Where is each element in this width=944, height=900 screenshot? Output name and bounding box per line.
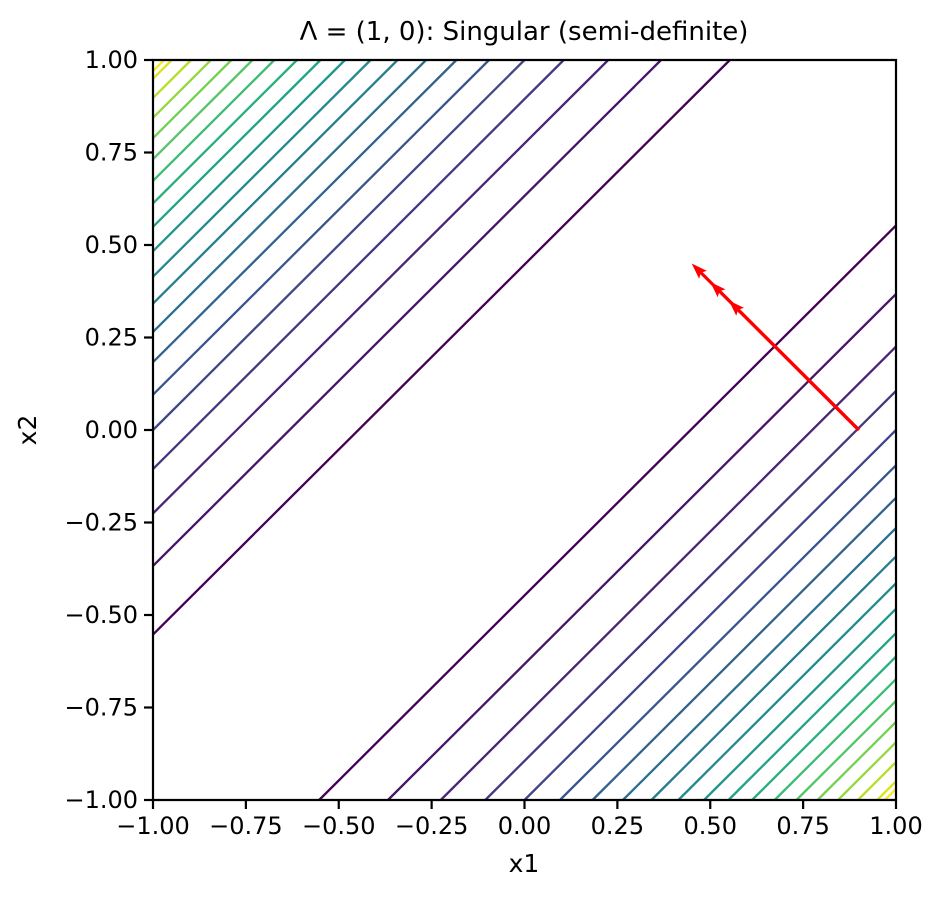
arrow-head (728, 300, 745, 316)
contour-line (152, 59, 458, 364)
contour-line (703, 607, 897, 801)
x-tick-label: 0.25 (591, 812, 644, 840)
contour-line (152, 59, 192, 99)
contour-line (318, 224, 897, 801)
contour-line (152, 59, 399, 305)
contour-line (152, 59, 173, 80)
contour-line (152, 59, 233, 139)
tick-labels-group: −1.00 −0.75 −0.50 −0.25 0.00 0.25 0.50 0.75 1.00… (64, 46, 922, 840)
x-tick-label: −0.75 (209, 812, 283, 840)
contour-line (152, 59, 322, 228)
x-tick-label: 0.00 (498, 812, 551, 840)
x-tick-label: 1.00 (869, 812, 922, 840)
y-tick-label: −0.50 (64, 601, 138, 629)
y-tick-label: −0.75 (64, 694, 138, 722)
contour-line (152, 59, 731, 636)
contour-line (837, 741, 897, 801)
contour-line (727, 632, 897, 801)
x-axis-label: x1 (509, 849, 540, 878)
contour-line (152, 59, 565, 470)
contour-line (876, 780, 897, 801)
contour-line (152, 59, 490, 396)
y-axis-label: x2 (13, 415, 42, 446)
y-tick-label: −0.25 (64, 509, 138, 537)
contour-line (523, 429, 897, 801)
arrow-head (710, 282, 726, 298)
plot-spine (151, 58, 898, 802)
contour-line (152, 59, 346, 253)
y-tick-label: 0.25 (85, 324, 138, 352)
arrow-shaft (736, 308, 860, 432)
contour-line (152, 59, 165, 72)
y-tick-label: 1.00 (85, 46, 138, 74)
arrow-head (691, 263, 707, 279)
contour-line (152, 59, 427, 333)
contour-line (591, 496, 897, 801)
contour-line (152, 59, 372, 278)
x-tick-label: −1.00 (116, 812, 190, 840)
contour-line (559, 464, 897, 801)
contour-line (387, 293, 897, 801)
contour-line (152, 59, 610, 515)
contour-line (795, 700, 897, 801)
y-tick-label: 0.00 (85, 416, 138, 444)
y-tick-label: 0.50 (85, 231, 138, 259)
contour-line (152, 59, 662, 567)
x-tick-label: 0.75 (776, 812, 829, 840)
contour-line (816, 721, 897, 801)
x-tick-label: −0.50 (302, 812, 376, 840)
contour-line (751, 655, 897, 801)
contour-line (773, 678, 897, 801)
contour-line (152, 59, 212, 119)
contour-line (484, 390, 897, 801)
x-tick-label: 0.50 (684, 812, 737, 840)
contour-line (439, 345, 897, 801)
contour-line (152, 59, 276, 182)
contour-line (884, 788, 897, 801)
y-tick-label: −1.00 (64, 786, 138, 814)
contour-lines-group (152, 59, 897, 801)
gradient-arrows-group (691, 263, 860, 432)
y-tick-label: 0.75 (85, 139, 138, 167)
contour-line (650, 555, 897, 801)
contour-line (857, 761, 897, 801)
contour-line (677, 582, 897, 801)
contour-line (152, 59, 526, 431)
contour-line (622, 527, 897, 801)
contour-line (152, 59, 298, 205)
axes-group (144, 58, 898, 809)
plot-title: Λ = (1, 0): Singular (semi-definite) (300, 17, 749, 47)
x-tick-label: −0.25 (395, 812, 469, 840)
contour-line (152, 59, 254, 160)
